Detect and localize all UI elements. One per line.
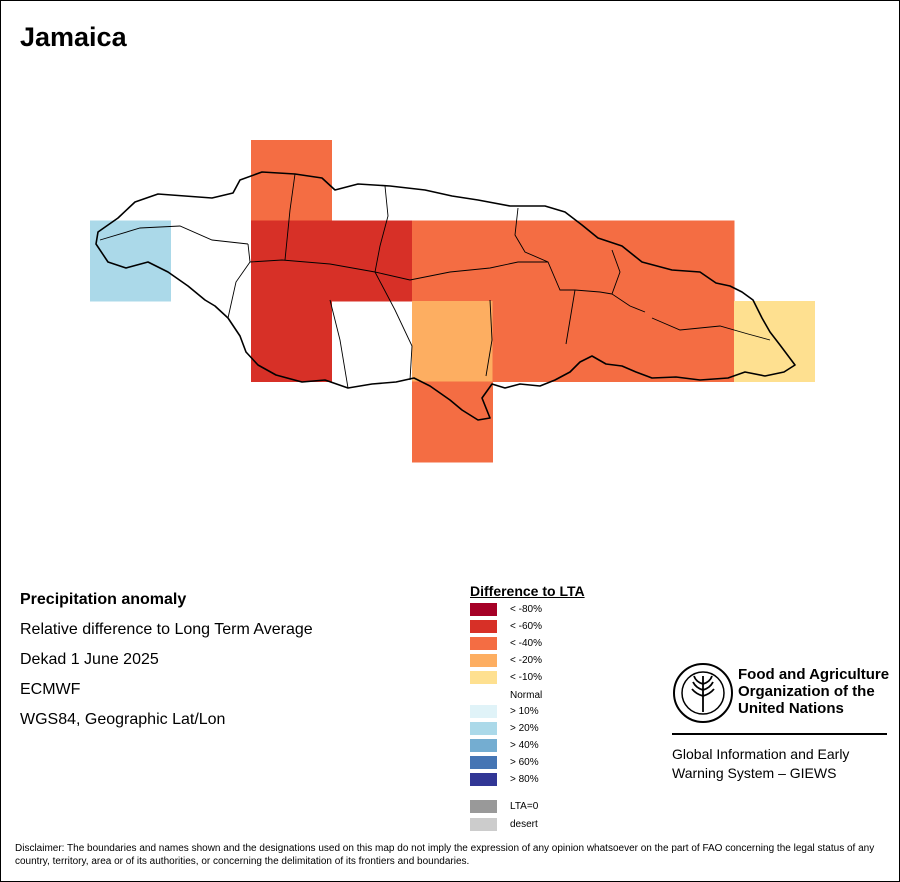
legend-swatch [470,705,497,718]
grid-cell-2-7 [653,301,735,382]
grid-cell-1-7 [653,220,735,302]
fao-name-line2: Organization of the [738,683,875,700]
legend-item: LTA=0 [470,800,538,813]
map-canvas [90,140,815,463]
legend-item: < -20% [470,654,542,667]
grid-cell-1-4 [412,220,493,302]
fao-seal-icon [673,663,733,723]
legend-swatch [470,671,497,684]
grid-cell-1-5 [492,220,574,302]
legend-item: > 20% [470,722,539,735]
legend: Difference to LTA < -80% < -60% < -40% < -2… [470,583,585,831]
info-heading: Precipitation anomaly [20,591,187,608]
legend-item: < -80% [470,603,542,616]
legend-swatch [470,756,497,769]
parish-boundaries [99,173,771,389]
legend-label: > 80% [510,774,539,785]
grid-cell-3-4 [412,381,493,463]
legend-label: < -60% [510,621,542,632]
legend-label: > 60% [510,757,539,768]
grid-cell-2-6 [573,301,654,382]
legend-swatch [470,689,497,702]
legend-label: < -40% [510,638,542,649]
legend-item: < -60% [470,620,542,633]
grid-cell-0-2 [251,140,332,221]
fao-name-line1: Food and Agriculture [738,666,890,683]
legend-item: desert [470,818,538,831]
giews-line1: Global Information and Early [672,746,850,762]
info-period: Dekad 1 June 2025 [20,651,159,668]
legend-swatch [470,637,497,650]
grid-cell-1-0 [90,220,171,302]
grid-cell-1-3 [331,220,413,302]
legend-swatch [470,603,497,616]
legend-swatch [470,800,497,813]
fao-name-line3: United Nations [738,700,844,717]
legend-label: < -80% [510,604,542,615]
legend-swatch [470,620,497,633]
legend-item: > 10% [470,705,539,718]
legend-swatch [470,818,497,831]
grid-cell-2-5 [492,301,574,382]
legend-label: Normal [510,690,543,701]
legend-label: > 10% [510,706,539,717]
grid-cell-2-4 [412,301,493,382]
legend-label: desert [510,819,538,830]
legend-item: > 80% [470,773,539,786]
info-projection: WGS84, Geographic Lat/Lon [20,711,226,728]
legend-item: < -10% [470,671,542,684]
legend-title: Difference to LTA [470,583,585,599]
legend-label: < -20% [510,655,542,666]
legend-swatch [470,722,497,735]
legend-swatch [470,773,497,786]
map-title: Jamaica [20,22,127,52]
legend-item: < -40% [470,637,542,650]
info-subtitle: Relative difference to Long Term Average [20,621,313,638]
fao-divider [672,733,887,735]
legend-label: < -10% [510,672,542,683]
legend-label: LTA=0 [510,801,539,812]
legend-item: > 60% [470,756,539,769]
legend-swatch [470,739,497,752]
disclaimer: Disclaimer: The boundaries and names sho… [15,843,875,867]
fao-organization-name: Food and Agriculture Organization of the… [738,666,889,717]
jamaica-outline [95,171,796,421]
grid-cell-2-2 [251,301,332,382]
legend-item: Normal [470,689,542,702]
legend-swatch [470,654,497,667]
legend-label: > 20% [510,723,539,734]
giews-line2: Warning System – GIEWS [672,765,837,781]
map-info-block: Precipitation anomaly Relative differenc… [20,590,313,740]
giews-label: Global Information and Early Warning Sys… [672,745,849,783]
info-source: ECMWF [20,681,81,698]
legend-item: > 40% [470,739,539,752]
fao-logo [672,662,734,729]
anomaly-grid [90,140,815,463]
legend-label: > 40% [510,740,539,751]
grid-cell-2-8 [734,301,815,382]
